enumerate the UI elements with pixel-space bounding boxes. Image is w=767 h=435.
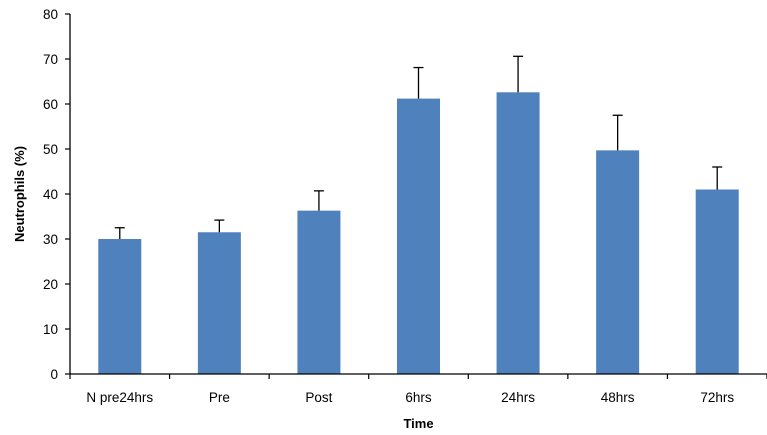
- x-tick-label: 72hrs: [700, 390, 734, 405]
- bar: [596, 150, 640, 374]
- y-tick-label: 60: [43, 97, 58, 112]
- x-tick-label: Pre: [209, 390, 230, 405]
- y-tick-label: 80: [43, 7, 58, 22]
- bar: [397, 98, 440, 374]
- y-tick-label: 0: [50, 367, 58, 382]
- x-tick-label: 48hrs: [601, 390, 635, 405]
- x-tick-label: 6hrs: [405, 390, 432, 405]
- x-axis-ticks: N pre24hrs Pre Post 6hrs 24hrs 48hrs 72hrs: [69, 374, 767, 405]
- bar: [496, 92, 540, 375]
- x-tick-label: N pre24hrs: [86, 390, 153, 405]
- y-tick-label: 50: [43, 142, 58, 157]
- bar: [695, 189, 739, 374]
- bars-layer: [98, 92, 739, 375]
- y-axis-ticks: 0 10 20 30 40 50 60 70 80: [43, 7, 70, 382]
- y-axis-title: Neutrophils (%): [12, 146, 27, 242]
- x-tick-label: Post: [305, 390, 332, 405]
- y-tick-label: 40: [43, 187, 58, 202]
- x-tick-label: 24hrs: [501, 390, 535, 405]
- y-tick-label: 10: [43, 322, 58, 337]
- y-tick-label: 20: [43, 277, 58, 292]
- bar: [297, 210, 341, 374]
- bar: [197, 232, 241, 374]
- x-axis-title: Time: [403, 416, 433, 431]
- error-bars-layer: [114, 55, 723, 239]
- y-tick-label: 30: [43, 232, 58, 247]
- y-tick-label: 70: [43, 52, 58, 67]
- bar: [98, 239, 142, 374]
